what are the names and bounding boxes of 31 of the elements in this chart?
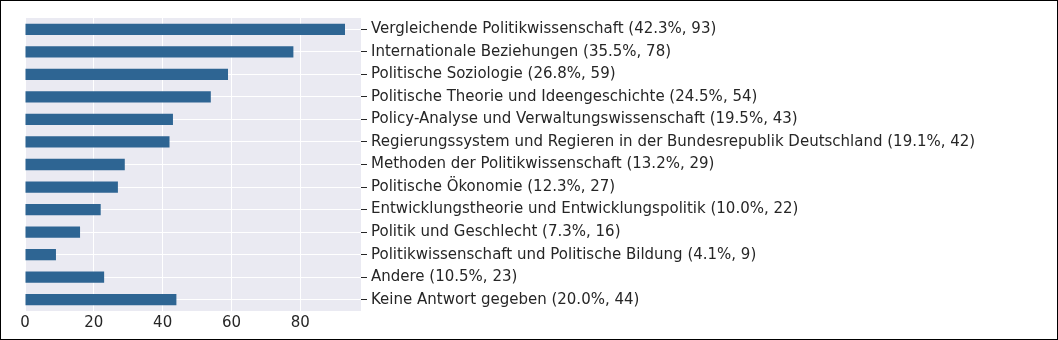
- x-tick-label: 80: [290, 312, 310, 331]
- bar: [25, 181, 118, 193]
- y-tick-label: Vergleichende Politikwissenschaft (42.3%, 93): [371, 19, 717, 38]
- bar: [25, 226, 81, 238]
- y-tick-label: Methoden der Politikwissenschaft (13.2%, 29): [371, 154, 715, 173]
- bar: [25, 68, 229, 80]
- x-tick-label: 20: [84, 312, 104, 331]
- bar: [25, 294, 177, 306]
- y-tick-label: Andere (10.5%, 23): [371, 267, 518, 286]
- bar: [25, 91, 211, 103]
- bar: [25, 249, 56, 261]
- y-tick-label: Keine Antwort gegeben (20.0%, 44): [371, 289, 640, 308]
- y-tick-label: Politische Theorie und Ideengeschichte (24.5%, 54): [371, 86, 758, 105]
- bar: [25, 23, 345, 35]
- y-tick-label: Politikwissenschaft und Politische Bildung (4.1%, 9): [371, 244, 757, 263]
- y-tick-label: Internationale Beziehungen (35.5%, 78): [371, 41, 672, 60]
- bar: [25, 46, 294, 58]
- y-tick-label: Policy-Analyse und Verwaltungswissenschaft (19.5%, 43): [371, 109, 798, 128]
- bar: [25, 113, 173, 126]
- x-tick-label: 60: [221, 312, 241, 331]
- y-tick-label: Regierungssystem und Regieren in der Bundesrepublik Deutschland (19.1%, 42): [371, 131, 976, 150]
- x-tick-label: 0: [20, 312, 30, 331]
- y-tick-label: Politische Soziologie (26.8%, 59): [371, 64, 616, 83]
- bar: [25, 203, 101, 216]
- x-tick-label: 40: [153, 312, 173, 331]
- bar: [25, 136, 170, 148]
- y-tick-label: Politik und Geschlecht (7.3%, 16): [371, 222, 621, 241]
- bar: [25, 158, 125, 171]
- y-tick-label: Entwicklungstheorie und Entwicklungspolitik (10.0%, 22): [371, 199, 799, 218]
- y-tick-label: Politische Ökonomie (12.3%, 27): [371, 175, 616, 195]
- bar: [25, 271, 105, 283]
